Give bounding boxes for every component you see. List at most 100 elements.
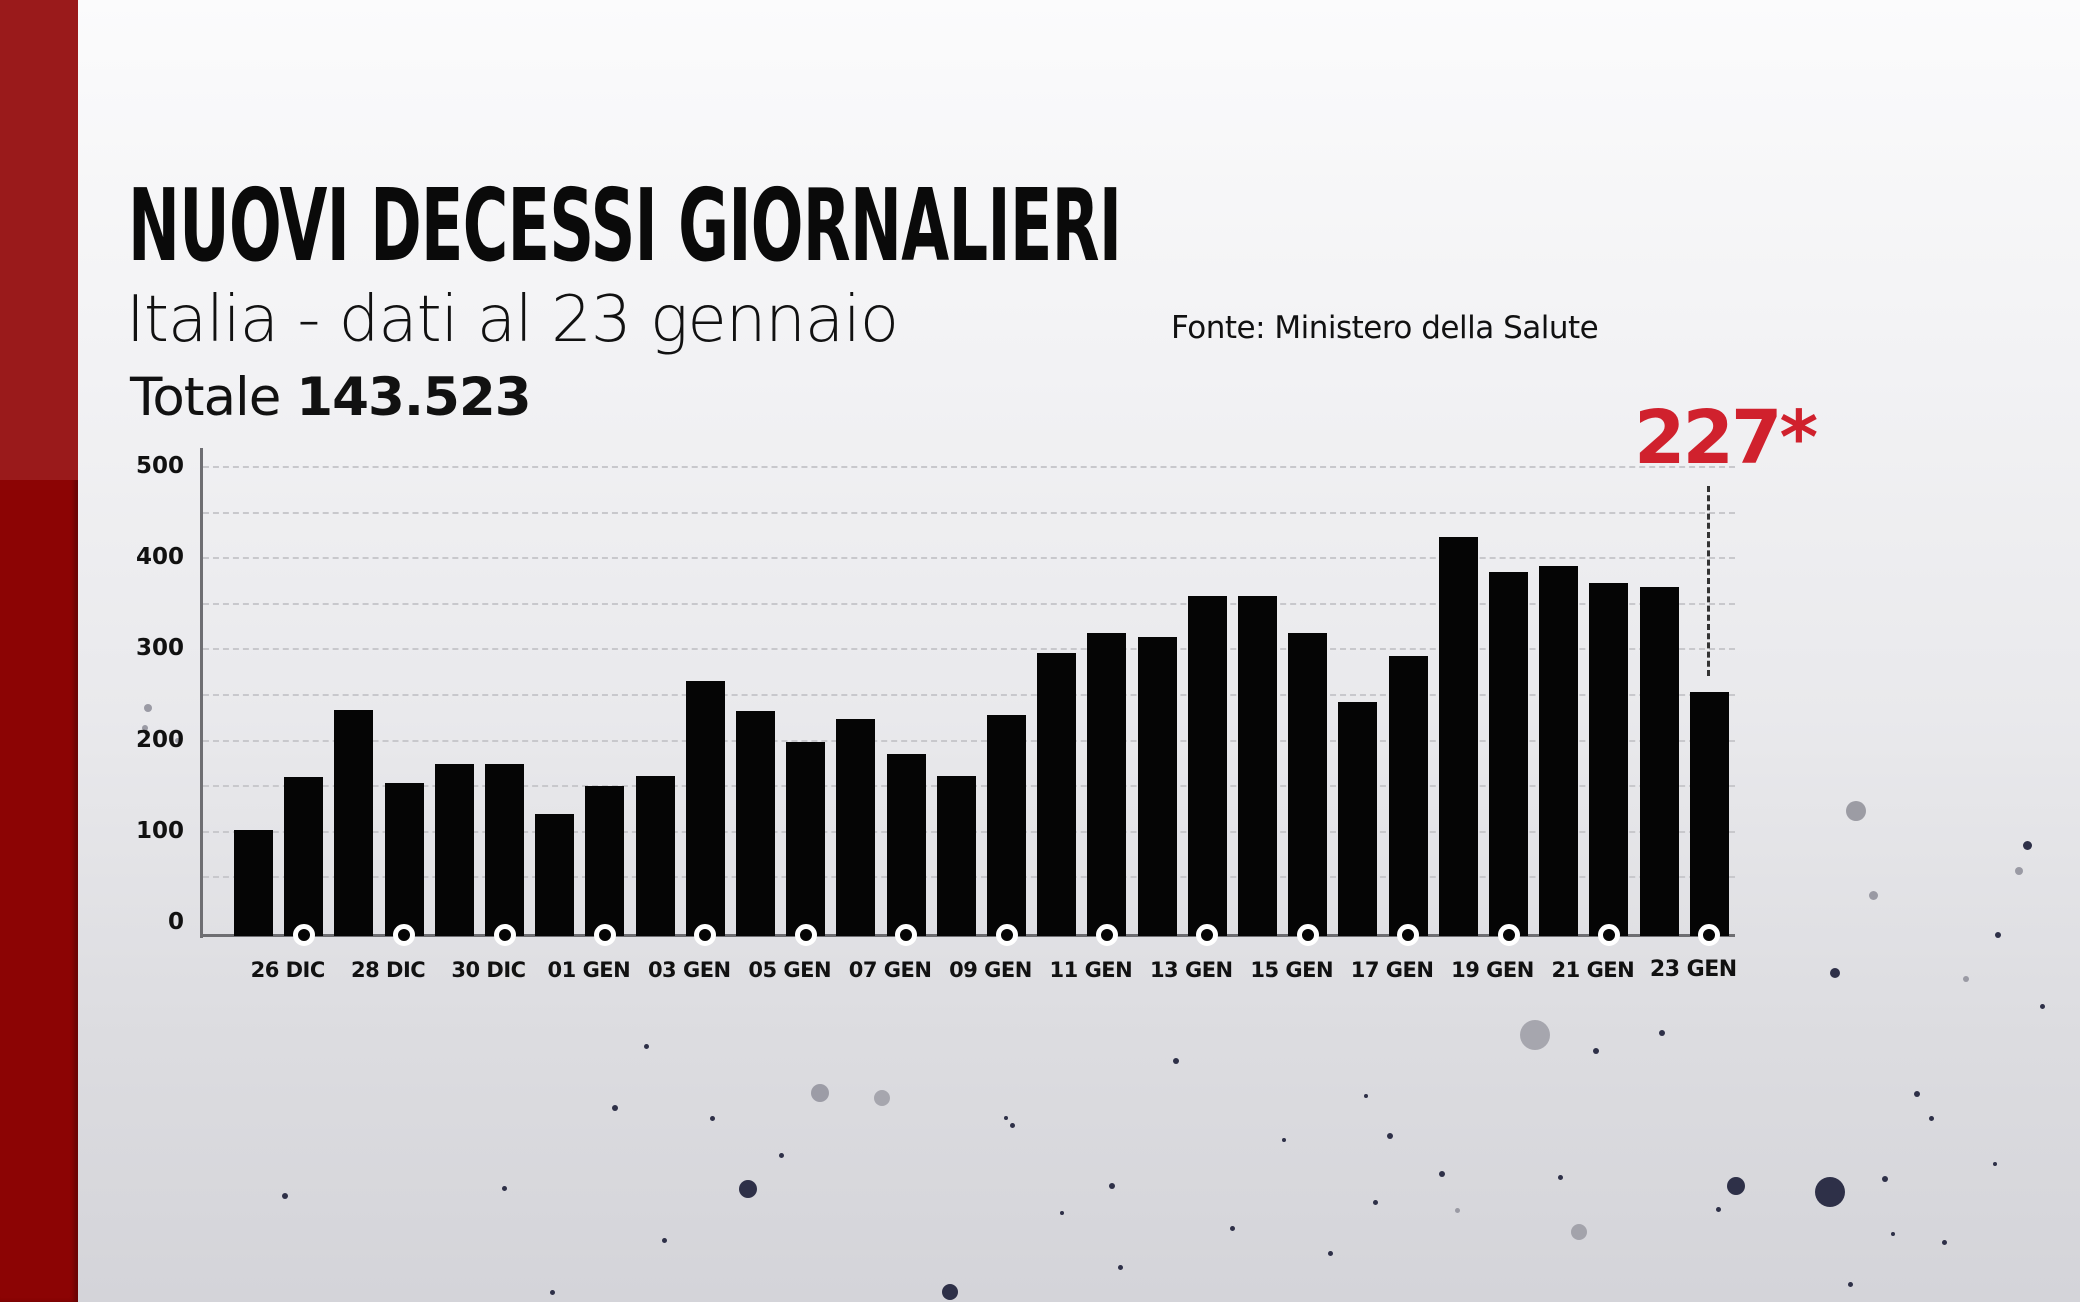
decorative-dot [1009, 1122, 1015, 1128]
tick-dot-icon [493, 924, 516, 946]
decorative-dot [1830, 968, 1840, 978]
tick-dot-icon [1597, 924, 1620, 946]
x-tick-label: 26 DIC [250, 958, 326, 982]
decorative-dot [2022, 840, 2032, 850]
x-tick-label: 30 DIC [451, 958, 526, 982]
gridline [203, 694, 1735, 696]
red-sidebar [0, 0, 78, 1302]
decorative-dot [1173, 1058, 1179, 1064]
x-tick-label: 21 GEN [1551, 958, 1635, 982]
bar-09-gen [987, 714, 1026, 936]
decorative-dot [1941, 1239, 1947, 1245]
decorative-dot [1995, 932, 2001, 938]
decorative-dot [282, 1193, 288, 1199]
decorative-dot [2015, 867, 2023, 875]
decorative-dot [643, 1043, 649, 1049]
decorative-dot [1454, 1207, 1460, 1213]
bar-02-gen [635, 776, 675, 936]
x-tick-label: 15 GEN [1250, 958, 1334, 982]
decorative-dot [1571, 1224, 1587, 1240]
decorative-dot [1715, 1206, 1721, 1212]
gridline [203, 511, 1735, 514]
gridline [203, 602, 1735, 605]
tick-dot-icon [1497, 924, 1520, 946]
y-tick-label: 300 [135, 635, 184, 662]
y-tick-label: 0 [167, 909, 184, 935]
x-tick-label: 01 GEN [547, 958, 631, 982]
bar-03-gen [685, 681, 725, 936]
tick-dot-icon [1095, 924, 1118, 946]
bar-21-gen [1589, 582, 1629, 936]
bar-30-dic [485, 764, 524, 936]
bar-23-gen [1689, 692, 1729, 936]
total-label: Totale [130, 367, 281, 428]
bar-01-gen [585, 786, 625, 936]
decorative-dot [501, 1185, 507, 1191]
bar-17-gen [1388, 655, 1428, 936]
y-tick-label: 500 [135, 453, 184, 479]
decorative-dot [1891, 1232, 1895, 1236]
decorative-dot [1963, 976, 1969, 982]
decorative-dot [1229, 1225, 1235, 1231]
bar-12-gen [1137, 637, 1177, 936]
decorative-dot [144, 704, 152, 712]
decorative-dot [1372, 1199, 1378, 1205]
decorative-dot [1109, 1183, 1115, 1189]
decorative-dot [661, 1237, 667, 1243]
y-tick-label: 400 [135, 544, 184, 571]
tick-dot-icon [1397, 924, 1420, 946]
tick-dot-icon [393, 924, 416, 946]
latest-value-callout: 227* [1634, 395, 1818, 481]
y-axis-line [200, 448, 203, 938]
tick-dot-icon [694, 924, 717, 946]
decorative-dot [811, 1084, 829, 1102]
x-tick-label: 07 GEN [848, 958, 932, 982]
decorative-dot [2039, 1003, 2045, 1009]
x-tick-label: 11 GEN [1049, 958, 1133, 982]
bar-25-dic [234, 829, 273, 936]
gridline [203, 466, 1735, 468]
tick-dot-icon [895, 924, 918, 946]
bar-15-gen [1288, 632, 1328, 936]
x-tick-label: 28 DIC [350, 958, 426, 982]
tick-dot-icon [794, 924, 817, 946]
bar-27-dic [334, 710, 374, 936]
x-tick-label: 19 GEN [1451, 958, 1534, 982]
tick-dot-icon [593, 924, 616, 946]
bar-13-gen [1187, 595, 1227, 936]
decorative-dot [1282, 1138, 1286, 1142]
decorative-dot [1846, 801, 1866, 821]
decorative-dot [709, 1115, 715, 1121]
decorative-dot [1004, 1116, 1008, 1120]
decorative-dot [174, 737, 180, 743]
decorative-dot [1593, 1048, 1599, 1054]
total-deaths: Totale 143.523 [130, 366, 532, 430]
decorative-dot [1914, 1091, 1920, 1097]
bar-05-gen [786, 742, 826, 936]
y-tick-label: 100 [135, 817, 184, 844]
bar-06-gen [836, 718, 876, 936]
gridline [203, 648, 1735, 651]
bar-18-gen [1438, 537, 1478, 936]
bar-26-dic [284, 776, 324, 936]
decorative-dot [942, 1284, 958, 1300]
decorative-dot [1993, 1162, 1997, 1166]
decorative-dot [1387, 1133, 1393, 1139]
decorative-dot [1364, 1094, 1368, 1098]
decorative-dot [1815, 1177, 1845, 1207]
tick-dot-icon [1196, 924, 1219, 946]
decorative-dot [142, 725, 148, 731]
bar-31-dic [535, 814, 575, 936]
x-tick-label: 13 GEN [1149, 958, 1233, 982]
tick-dot-icon [292, 924, 315, 946]
x-tick-label: 23 GEN [1649, 957, 1737, 982]
red-sidebar-upper-panel [0, 0, 78, 480]
tick-dot-icon [995, 924, 1018, 946]
gridline [203, 739, 1735, 742]
decorative-dot [1439, 1171, 1445, 1177]
bar-28-dic [384, 783, 424, 936]
bar-16-gen [1338, 702, 1378, 936]
bar-10-gen [1037, 652, 1077, 936]
decorative-dot [1847, 1281, 1853, 1287]
